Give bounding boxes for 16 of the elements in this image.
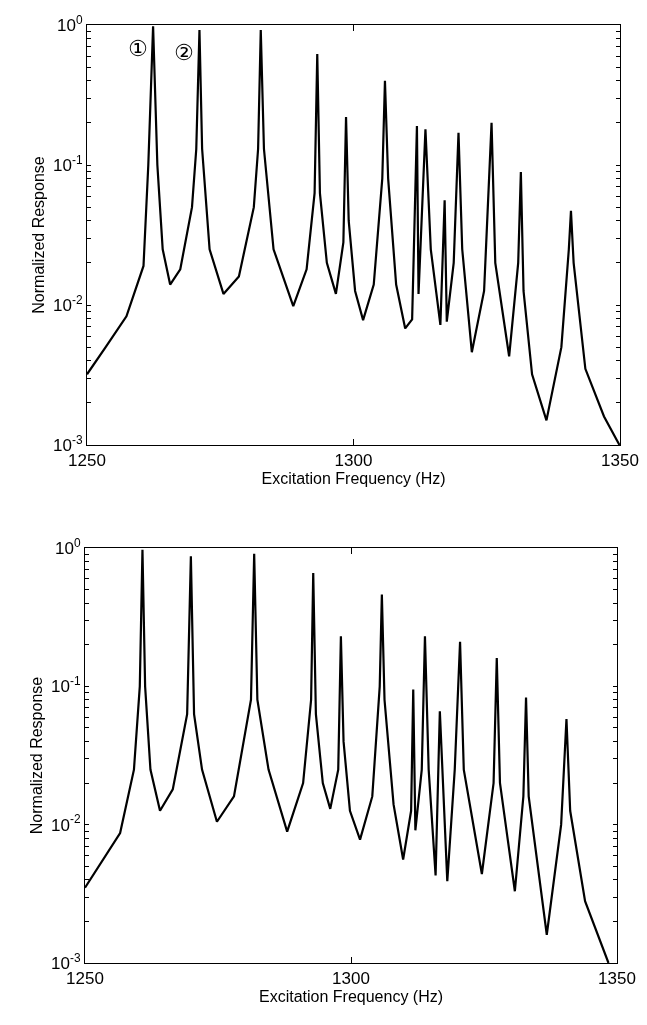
annotation: ① — [128, 36, 148, 61]
y-axis-title: Normalized Response — [28, 676, 45, 835]
x-tick-label: 1300 — [334, 451, 373, 471]
x-axis-title: Excitation Frequency (Hz) — [258, 988, 444, 1006]
y-tick-label: 10$^{0}$ — [55, 535, 81, 558]
x-tick-label: 1300 — [332, 969, 370, 989]
y-tick-label: 10$^{-2}$ — [51, 812, 81, 835]
y-axis-title: Normalized Response — [30, 156, 47, 314]
annotation: ② — [174, 40, 194, 65]
y-tick-label: 10$^{-1}$ — [51, 674, 81, 697]
y-tick-label: 10$^{0}$ — [57, 12, 83, 35]
x-axis-title: Excitation Frequency (Hz) — [261, 470, 446, 488]
x-tick-label: 1350 — [601, 451, 639, 471]
x-tick-label: 1350 — [598, 969, 636, 989]
y-tick-label: 10$^{-2}$ — [53, 292, 83, 315]
y-tick-label: 10$^{-1}$ — [53, 152, 83, 175]
